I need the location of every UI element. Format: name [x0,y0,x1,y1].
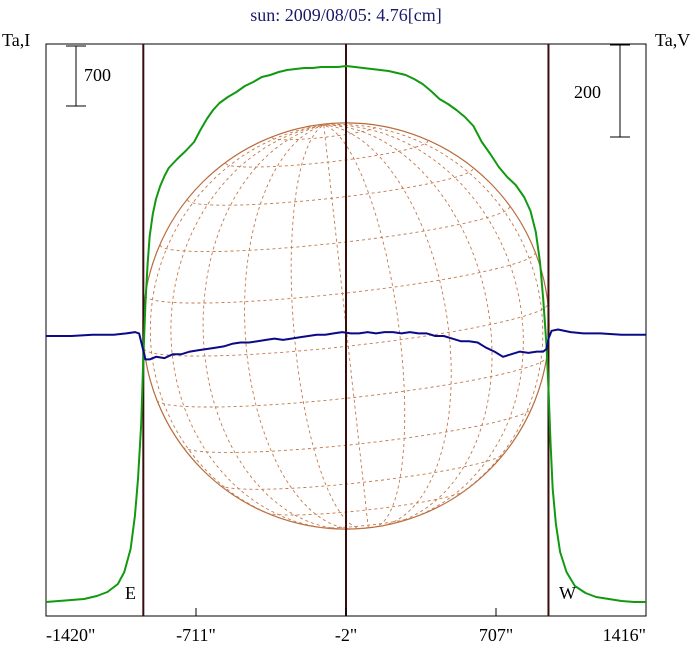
polarization-series-line [46,328,646,361]
longitude-line [323,124,544,507]
latitude-line [225,140,429,168]
latitude-line [319,516,417,529]
longitude-line [149,124,324,523]
intensity-series-line [45,65,646,603]
x-tick-label: -2" [335,625,357,645]
x-tick-label: -711" [176,625,216,645]
series-lines [45,65,646,603]
y-label-left: Ta,I [2,30,30,50]
latitude-line [144,252,536,304]
limb-markers [142,44,550,616]
limb-label-east: E [125,583,136,603]
limb-label-west: W [559,583,576,603]
scale-bar-left-label: 700 [84,65,111,85]
chart-title: sun: 2009/08/05: 4.76[cm] [250,5,442,25]
x-tick-label: 1416" [603,625,646,645]
scale-bar-right-label: 200 [574,82,601,102]
longitude-line [290,124,363,529]
x-tick-label: -1420" [46,625,95,645]
latitude-line [266,490,465,516]
longitude-line [323,124,493,525]
scale-bar-left [66,45,86,107]
longitude-line [323,124,524,522]
longitude-line [170,124,332,530]
y-label-right: Ta,V [655,30,690,50]
solar-disk [142,122,550,530]
longitude-line [202,124,344,530]
latitude-line [182,408,532,453]
latitude-line [219,453,505,490]
longitude-line [323,124,452,527]
x-axis-ticks: -1420" -711" -2" 707" 1416" [45,608,647,645]
longitude-line [323,125,369,528]
scale-bar-right [610,44,630,138]
longitude-line [323,124,406,528]
x-tick-label: 707" [479,625,513,645]
longitude-line [244,124,355,530]
latitude-line [156,356,548,408]
